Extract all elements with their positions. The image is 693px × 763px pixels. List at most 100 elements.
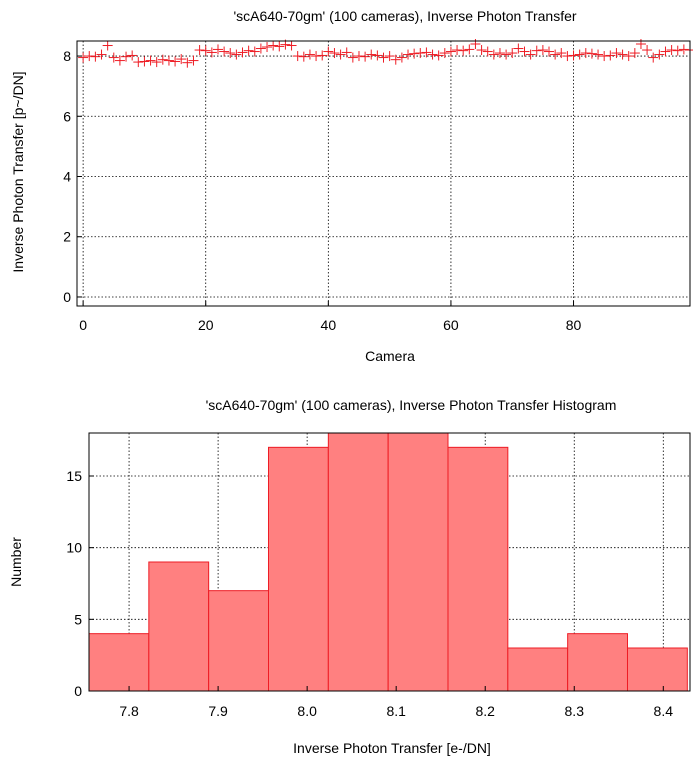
scatter-point: [556, 48, 567, 59]
histogram-bar: [447, 446, 509, 692]
scatter-point: [292, 51, 303, 62]
scatter-point: [507, 48, 518, 59]
scatter-point: [384, 51, 395, 62]
scatter-point: [501, 49, 512, 60]
scatter-y-tick-label: 2: [63, 229, 71, 245]
histogram-y-tick-label: 15: [66, 468, 82, 484]
scatter-point: [255, 43, 266, 54]
scatter-point: [452, 45, 463, 56]
scatter-point: [586, 48, 597, 59]
scatter-point: [617, 49, 628, 60]
scatter-point: [127, 50, 138, 61]
scatter-point: [360, 51, 371, 62]
scatter-point: [654, 49, 665, 60]
scatter-point: [151, 57, 162, 68]
histogram-bars: [88, 432, 688, 692]
scatter-point: [139, 56, 150, 67]
histogram-y-axis-label: Number: [8, 537, 24, 587]
histogram-x-tick-label: 8.3: [565, 703, 585, 719]
scatter-point: [298, 51, 309, 62]
scatter-point: [390, 54, 401, 65]
scatter-point: [249, 46, 260, 57]
scatter-point: [678, 44, 689, 55]
scatter-point: [605, 50, 616, 61]
scatter-point: [170, 56, 181, 67]
scatter-point: [593, 49, 604, 60]
scatter-point: [531, 45, 542, 56]
scatter-y-tick-label: 0: [63, 289, 71, 305]
scatter-point: [347, 52, 358, 63]
scatter-point: [666, 45, 677, 56]
scatter-point: [157, 54, 168, 65]
scatter-point: [372, 50, 383, 61]
scatter-point: [421, 47, 432, 58]
scatter-point: [488, 49, 499, 60]
scatter-point: [403, 49, 414, 60]
scatter-point: [133, 57, 144, 68]
scatter-point: [427, 49, 438, 60]
scatter-point: [366, 49, 377, 60]
scatter-point: [219, 46, 230, 57]
scatter-y-tick-label: 6: [63, 108, 71, 124]
scatter-point: [225, 48, 236, 59]
scatter-point: [108, 52, 119, 63]
scatter-point: [629, 48, 640, 59]
scatter-point: [544, 46, 555, 57]
histogram-bar: [208, 590, 269, 692]
histogram-x-tick-label: 8.0: [297, 703, 317, 719]
scatter-point: [513, 43, 524, 54]
histogram-plot-frame: [88, 432, 691, 692]
scatter-point: [96, 49, 107, 60]
scatter-point: [353, 51, 364, 62]
histogram-bar: [387, 432, 449, 692]
histogram-x-tick-label: 7.8: [119, 703, 139, 719]
histogram-title: 'scA640-70gm' (100 cameras), Inverse Pho…: [206, 397, 617, 413]
scatter-point: [433, 50, 444, 61]
scatter-point: [78, 52, 89, 63]
histogram-y-tick-label: 0: [74, 683, 82, 699]
histogram-chart: 'scA640-70gm' (100 cameras), Inverse Pho…: [8, 397, 691, 756]
scatter-point: [194, 45, 205, 56]
scatter-point: [323, 46, 334, 57]
scatter-title: 'scA640-70gm' (100 cameras), Inverse Pho…: [233, 8, 576, 24]
scatter-point: [176, 54, 187, 65]
scatter-point: [182, 57, 193, 68]
scatter-x-tick-label: 80: [566, 317, 582, 333]
histogram-bar: [626, 647, 688, 692]
scatter-point: [329, 48, 340, 59]
histogram-ticks: 7.8 7.9 8.0 8.1 8.2 8.3 8.4 0 5 10 15: [66, 468, 673, 719]
scatter-point: [90, 51, 101, 62]
scatter-point: [163, 55, 174, 66]
histogram-x-tick-label: 8.4: [654, 703, 674, 719]
scatter-point: [274, 41, 285, 52]
histogram-y-tick-label: 10: [66, 540, 82, 556]
scatter-point: [206, 47, 217, 58]
scatter-point: [476, 45, 487, 56]
scatter-point: [409, 48, 420, 59]
scatter-point: [648, 52, 659, 63]
scatter-point: [642, 45, 653, 56]
scatter-point: [685, 45, 693, 56]
histogram-y-tick-label: 5: [74, 611, 82, 627]
scatter-point: [464, 44, 475, 55]
scatter-point: [378, 52, 389, 63]
scatter-point: [623, 51, 634, 62]
scatter-y-tick-label: 4: [63, 169, 71, 185]
histogram-bar: [327, 432, 389, 692]
scatter-point: [237, 47, 248, 58]
scatter-point: [672, 45, 683, 56]
scatter-point: [268, 40, 279, 51]
scatter-y-tick-label: 8: [63, 48, 71, 64]
scatter-point: [84, 51, 95, 62]
scatter-point: [121, 51, 132, 62]
scatter-point: [482, 46, 493, 57]
scatter-point: [102, 40, 113, 51]
histogram-x-tick-label: 8.1: [386, 703, 406, 719]
scatter-x-axis-label: Camera: [365, 348, 415, 364]
scatter-point: [439, 48, 450, 59]
scatter-ticks: 0 20 40 60 80 0 2 4 6 8: [63, 48, 581, 333]
scatter-point: [568, 50, 579, 61]
scatter-grid: [77, 41, 690, 306]
scatter-point: [396, 52, 407, 63]
